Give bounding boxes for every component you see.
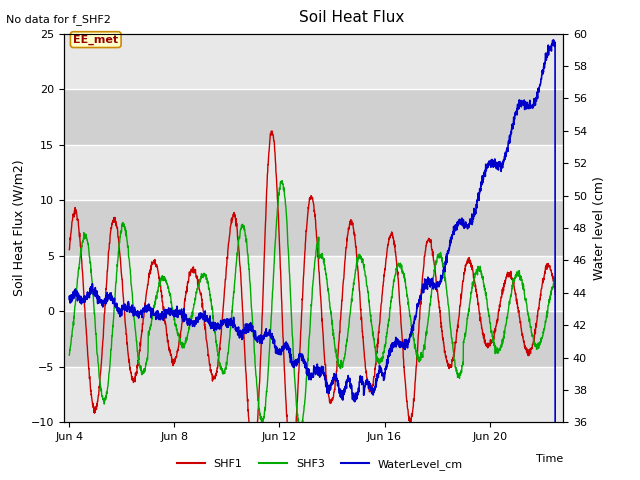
Bar [64,256,563,312]
Y-axis label: Soil Heat Flux (W/m2): Soil Heat Flux (W/m2) [12,160,26,296]
Bar [64,200,563,256]
Y-axis label: Water level (cm): Water level (cm) [593,176,605,280]
Legend: SHF1, SHF3, WaterLevel_cm: SHF1, SHF3, WaterLevel_cm [172,455,468,474]
Bar [64,367,563,422]
Text: EE_met: EE_met [73,35,118,45]
Bar [64,312,563,367]
Text: Soil Heat Flux: Soil Heat Flux [300,10,404,24]
Text: Time: Time [536,454,563,464]
Text: No data for f_SHF2: No data for f_SHF2 [6,14,111,25]
Bar [64,89,563,144]
Bar [64,144,563,200]
Bar [64,34,563,89]
